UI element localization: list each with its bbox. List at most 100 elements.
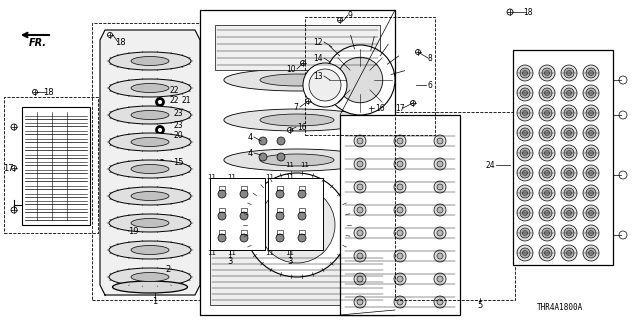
Circle shape [564,128,574,138]
Bar [4,97,98,233]
Text: 17: 17 [395,103,405,113]
Circle shape [354,296,366,308]
Circle shape [589,211,593,215]
Circle shape [520,88,530,98]
Circle shape [561,125,577,141]
Circle shape [337,57,383,103]
Text: 11: 11 [285,250,294,256]
Circle shape [507,9,513,15]
Ellipse shape [224,69,370,91]
Circle shape [394,158,406,170]
Circle shape [589,230,593,236]
Circle shape [520,168,530,178]
Circle shape [437,299,443,305]
Ellipse shape [109,160,191,178]
Text: 11: 11 [266,174,275,180]
Circle shape [157,86,163,93]
Bar [210,250,385,305]
Circle shape [354,158,366,170]
Circle shape [564,248,574,258]
Circle shape [520,108,530,118]
Circle shape [397,230,403,236]
Text: 22: 22 [169,95,179,105]
Circle shape [545,230,550,236]
Bar [513,50,613,265]
Circle shape [539,225,555,241]
Circle shape [561,105,577,121]
Circle shape [586,208,596,218]
Text: 2: 2 [165,266,171,275]
Circle shape [517,225,533,241]
Circle shape [276,190,284,198]
Ellipse shape [224,149,370,171]
Circle shape [517,125,533,141]
Circle shape [522,211,527,215]
Circle shape [566,70,572,76]
Bar [395,112,515,300]
Ellipse shape [260,74,334,86]
Circle shape [520,68,530,78]
Circle shape [539,165,555,181]
Circle shape [561,245,577,261]
Text: 3: 3 [287,258,292,267]
Circle shape [434,204,446,216]
Circle shape [520,188,530,198]
Circle shape [394,273,406,285]
Circle shape [354,135,366,147]
Circle shape [520,248,530,258]
Circle shape [394,204,406,216]
Circle shape [564,68,574,78]
Circle shape [259,187,335,263]
Circle shape [434,250,446,262]
Text: 9: 9 [348,11,353,20]
Circle shape [583,245,599,261]
Ellipse shape [131,245,169,254]
Circle shape [586,228,596,238]
Text: 4: 4 [248,132,253,141]
Circle shape [415,50,420,54]
Circle shape [542,188,552,198]
Circle shape [357,299,363,305]
Circle shape [545,131,550,135]
Text: 11: 11 [227,250,237,256]
Circle shape [354,250,366,262]
Text: 22: 22 [169,85,179,94]
Circle shape [561,65,577,81]
Circle shape [561,165,577,181]
Text: 4: 4 [248,148,253,157]
Ellipse shape [131,138,169,147]
Circle shape [287,127,292,132]
Circle shape [218,234,226,242]
Circle shape [434,181,446,193]
Bar [92,23,210,300]
Ellipse shape [109,106,191,124]
Circle shape [586,168,596,178]
Bar [200,10,395,315]
Circle shape [276,234,284,242]
Circle shape [583,145,599,161]
Circle shape [240,190,248,198]
Circle shape [539,105,555,121]
Circle shape [517,145,533,161]
Circle shape [564,168,574,178]
Circle shape [437,230,443,236]
Circle shape [589,251,593,255]
Circle shape [259,137,267,145]
Circle shape [245,173,349,277]
Circle shape [589,91,593,95]
Circle shape [561,145,577,161]
Circle shape [240,234,248,242]
Circle shape [397,299,403,305]
Text: 12: 12 [313,37,323,46]
Ellipse shape [131,84,169,92]
Circle shape [397,276,403,282]
Text: 11: 11 [285,174,294,180]
Circle shape [397,253,403,259]
Circle shape [566,110,572,116]
Circle shape [522,131,527,135]
Circle shape [564,108,574,118]
Circle shape [357,184,363,190]
Ellipse shape [109,52,191,70]
Circle shape [522,190,527,196]
Circle shape [589,70,593,76]
